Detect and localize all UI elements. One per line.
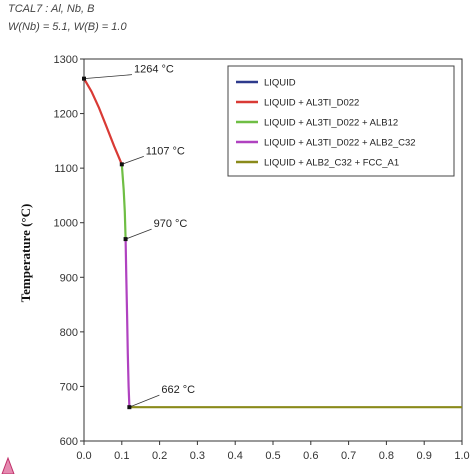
y-axis-label: Temperature (°C) xyxy=(18,204,33,303)
y-tick-label: 700 xyxy=(60,381,78,393)
x-tick-label: 0.1 xyxy=(114,450,129,462)
annotations: 1264 °C 1107 °C 970 °C 662 °C xyxy=(82,64,195,410)
x-tick-label: 0.8 xyxy=(379,450,394,462)
x-tick-label: 0.9 xyxy=(417,450,432,462)
annotation-point xyxy=(119,162,124,167)
annotation-point xyxy=(123,237,128,242)
x-tick-label: 0.0 xyxy=(76,450,91,462)
y-tick-label: 1100 xyxy=(54,163,78,175)
annotation-label: 1264 °C xyxy=(134,64,174,76)
y-axis: 600 700 800 900 1000 1100 1200 1300 xyxy=(54,54,84,448)
annotation-label: 662 °C xyxy=(161,384,195,396)
legend-entry: LIQUID + ALB2_C32 + FCC_A1 xyxy=(264,158,399,169)
legend-entry: LIQUID + AL3TI_D022 xyxy=(264,98,359,109)
x-tick-label: 0.2 xyxy=(152,450,167,462)
series-line-2 xyxy=(83,78,123,165)
annotation-leader xyxy=(129,394,160,408)
annotation-point xyxy=(127,405,132,410)
legend-box xyxy=(227,65,455,177)
y-tick-label: 800 xyxy=(60,327,78,339)
legend-entry: LIQUID + AL3TI_D022 + ALB2_C32 xyxy=(264,138,416,149)
series-line-3 xyxy=(120,164,127,240)
annotation-label: 970 °C xyxy=(154,218,188,230)
x-tick-label: 0.7 xyxy=(341,450,356,462)
annotation-leader xyxy=(121,155,144,165)
y-tick-label: 1300 xyxy=(54,54,78,66)
x-tick-label: 0.3 xyxy=(190,450,205,462)
y-tick-label: 1000 xyxy=(54,218,78,230)
x-axis: 0.0 0.1 0.2 0.3 0.4 0.5 0.6 0.7 0.8 0.9 1.0 xyxy=(76,441,470,462)
y-tick-label: 900 xyxy=(60,272,78,284)
x-tick-label: 0.4 xyxy=(228,450,243,462)
y-tick-label: 600 xyxy=(60,436,78,448)
y-tick-label: 1200 xyxy=(54,109,78,121)
annotation-point xyxy=(82,76,86,81)
series-line-4 xyxy=(124,239,131,408)
x-tick-label: 1.0 xyxy=(454,450,469,462)
x-tick-label: 0.6 xyxy=(303,450,318,462)
legend: LIQUID LIQUID + AL3TI_D022 LIQUID + AL3TI_… xyxy=(227,65,455,177)
series-lines xyxy=(83,78,462,409)
legend-entry: LIQUID xyxy=(264,78,296,89)
header-system-label: TCAL7 : Al, Nb, B xyxy=(8,3,94,15)
software-logo-icon xyxy=(1,456,15,474)
header-composition-label: W(Nb) = 5.1, W(B) = 1.0 xyxy=(8,21,127,33)
x-tick-label: 0.5 xyxy=(265,450,280,462)
annotation-leader xyxy=(83,74,133,80)
annotation-leader xyxy=(125,228,152,240)
legend-entry: LIQUID + AL3TI_D022 + ALB12 xyxy=(264,118,398,129)
annotation-label: 1107 °C xyxy=(146,145,185,157)
